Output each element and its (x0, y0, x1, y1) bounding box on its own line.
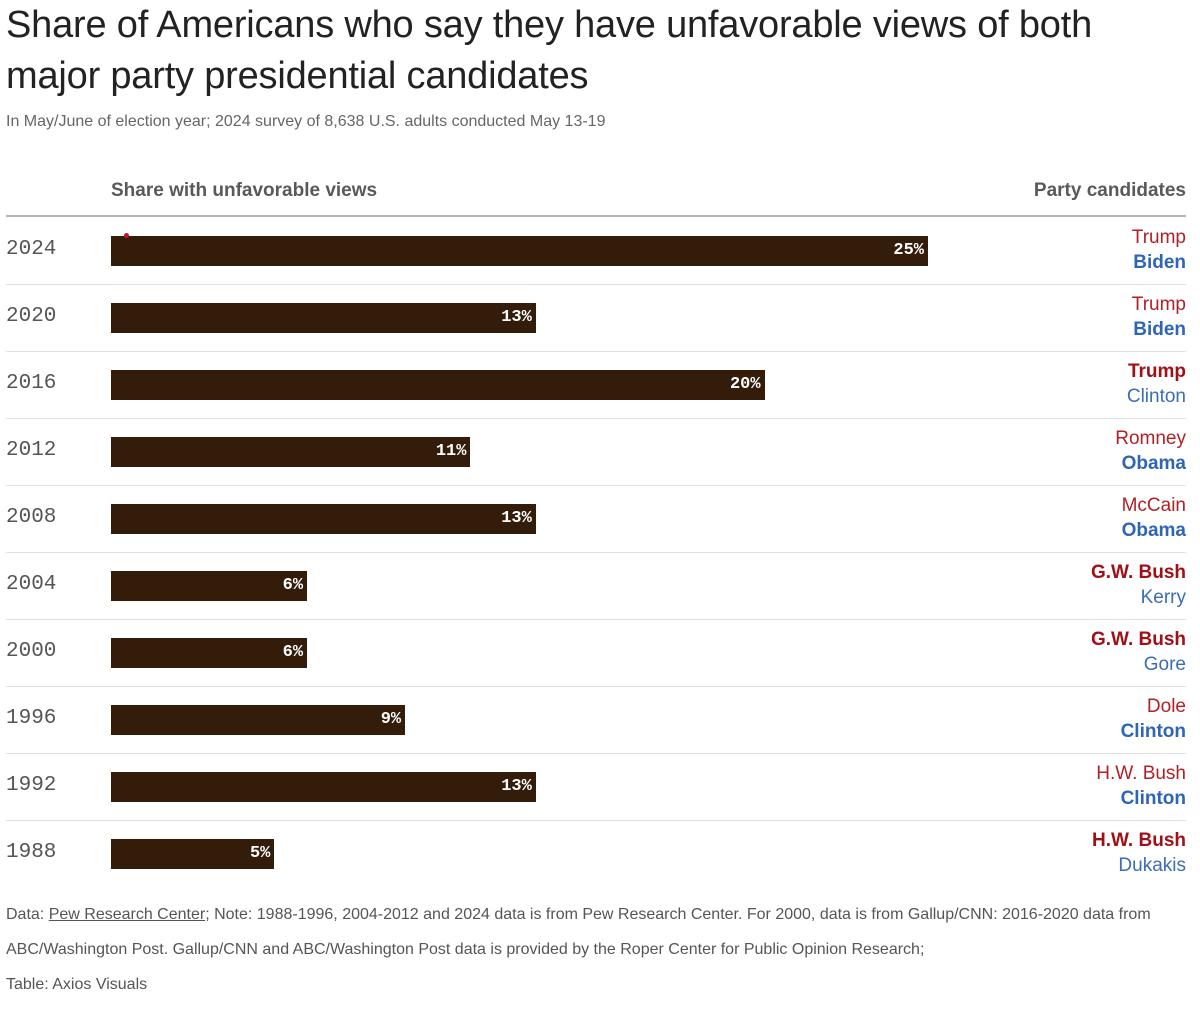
republican-candidate: H.W. Bush (1092, 830, 1186, 851)
bar: 9% (111, 705, 406, 735)
footer-note: ; Note: 1988-1996, 2004-2012 and 2024 da… (6, 906, 1151, 958)
bar: 6% (111, 638, 308, 668)
year-label: 2020 (6, 305, 57, 328)
republican-candidate: Dole (1146, 696, 1186, 717)
candidates-cell: Trump Biden (1132, 225, 1186, 275)
footer-credit: Table: Axios Visuals (6, 976, 148, 993)
table-row: 2012 11% Romney Obama (6, 419, 1186, 486)
bar-value-label: 20% (729, 375, 761, 394)
democratic-candidate: Obama (1121, 453, 1186, 474)
column-header-candidates: Party candidates (1033, 180, 1186, 201)
year-label: 2000 (6, 640, 57, 663)
bar: 5% (111, 839, 275, 869)
candidates-cell: H.W. Bush Clinton (1096, 761, 1186, 811)
chart-subtitle: In May/June of election year; 2024 surve… (6, 113, 606, 130)
marker-dot (124, 233, 129, 238)
year-label: 2012 (6, 439, 57, 462)
republican-candidate: McCain (1121, 495, 1186, 516)
bar-track: 20% (111, 370, 1111, 400)
bar-track: 11% (111, 437, 1111, 467)
democratic-candidate: Biden (1133, 319, 1186, 340)
table-row: 1988 5% H.W. Bush Dukakis (6, 821, 1186, 887)
table-row: 2000 6% G.W. Bush Gore (6, 620, 1186, 687)
bar-track: 13% (111, 504, 1111, 534)
bar-value-label: 11% (435, 442, 467, 461)
democratic-candidate: Clinton (1120, 788, 1186, 809)
bar-value-label: 13% (501, 777, 532, 796)
year-label: 1996 (6, 707, 57, 730)
republican-candidate: Trump (1131, 294, 1186, 315)
candidates-cell: Trump Biden (1132, 292, 1186, 342)
candidates-cell: McCain Obama (1122, 493, 1186, 543)
year-label: 1992 (6, 774, 57, 797)
column-header-share: Share with unfavorable views (111, 180, 378, 201)
table-row: 2020 13% Trump Biden (6, 285, 1186, 352)
footer: Data: Pew Research Center; Note: 1988-19… (6, 897, 1186, 1002)
republican-candidate: Romney (1115, 428, 1186, 449)
table-row: 2024 25% Trump Biden (6, 218, 1186, 285)
header-divider (6, 215, 1186, 217)
bar: 11% (111, 437, 471, 467)
chart-title: Share of Americans who say they have unf… (6, 4, 1093, 97)
candidates-cell: G.W. Bush Gore (1091, 627, 1186, 677)
bar-value-label: 6% (282, 643, 304, 662)
bar-track: 6% (111, 571, 1111, 601)
republican-candidate: Trump (1131, 227, 1186, 248)
republican-candidate: G.W. Bush (1091, 562, 1186, 583)
bar: 13% (111, 303, 536, 333)
candidates-cell: Romney Obama (1115, 426, 1186, 476)
candidates-cell: Dole Clinton (1121, 694, 1186, 744)
bar-value-label: 9% (380, 710, 402, 729)
bar-track: 13% (111, 772, 1111, 802)
candidates-cell: G.W. Bush Kerry (1091, 560, 1186, 610)
democratic-candidate: Clinton (1126, 386, 1186, 407)
democratic-candidate: Gore (1143, 654, 1186, 675)
bar-value-label: 13% (501, 308, 532, 327)
year-label: 2004 (6, 573, 57, 596)
table-row: 2016 20% Trump Clinton (6, 352, 1186, 419)
republican-candidate: Trump (1127, 361, 1186, 382)
table-row: 2004 6% G.W. Bush Kerry (6, 553, 1186, 620)
footer-data-prefix: Data: (6, 906, 49, 923)
democratic-candidate: Biden (1133, 252, 1186, 273)
bar-track: 6% (111, 638, 1111, 668)
bar: 20% (111, 370, 765, 400)
bar-value-label: 13% (501, 509, 532, 528)
year-label: 1988 (6, 841, 57, 864)
bar-value-label: 5% (249, 844, 271, 863)
bar-value-label: 25% (893, 241, 924, 260)
year-label: 2024 (6, 238, 57, 261)
bar: 13% (111, 772, 536, 802)
table-row: 1992 13% H.W. Bush Clinton (6, 754, 1186, 821)
table-row: 2008 13% McCain Obama (6, 486, 1186, 553)
republican-candidate: H.W. Bush (1096, 763, 1186, 784)
year-label: 2008 (6, 506, 57, 529)
republican-candidate: G.W. Bush (1091, 629, 1186, 650)
source-link[interactable]: Pew Research Center (48, 906, 206, 923)
democratic-candidate: Kerry (1140, 587, 1186, 608)
bar-value-label: 6% (282, 576, 304, 595)
table-row: 1996 9% Dole Clinton (6, 687, 1186, 754)
bar-track: 25% (111, 236, 1111, 266)
candidates-cell: Trump Clinton (1127, 359, 1186, 409)
bar-track: 5% (111, 839, 1111, 869)
democratic-candidate: Obama (1121, 520, 1186, 541)
candidates-cell: H.W. Bush Dukakis (1092, 828, 1186, 878)
democratic-candidate: Dukakis (1118, 855, 1186, 876)
democratic-candidate: Clinton (1120, 721, 1186, 742)
table-body: 2024 25% Trump Biden 2020 13% Trump Biden 2016 20… (6, 218, 1186, 887)
bar: 13% (111, 504, 536, 534)
bar: 6% (111, 571, 308, 601)
year-label: 2016 (6, 372, 57, 395)
bar: 25% (111, 236, 928, 266)
bar-track: 13% (111, 303, 1111, 333)
bar-track: 9% (111, 705, 1111, 735)
